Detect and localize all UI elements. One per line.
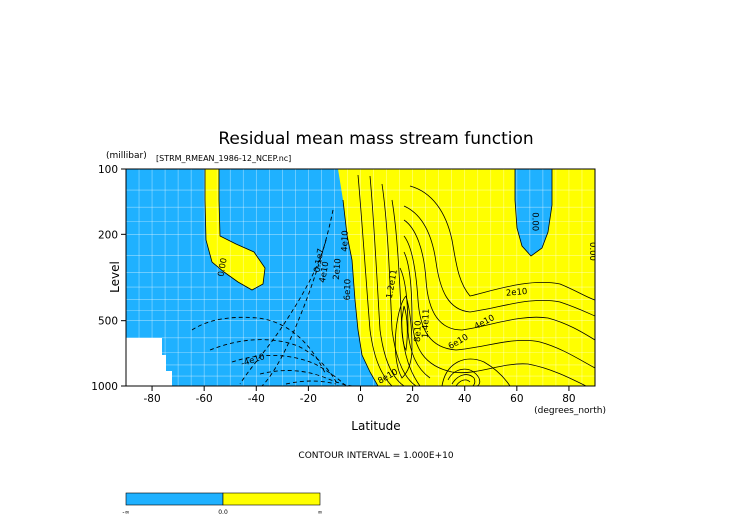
contour-line [204,169,266,291]
contour-line [403,219,595,341]
contour-line [441,358,511,386]
colorbar-positive [222,492,321,506]
contour-lines [191,169,595,386]
y-units-label: (millibar) [106,151,147,161]
colorbar-negative [125,492,224,506]
x-axis-label: Latitude [351,419,400,433]
y-tick-label: 200 [98,229,118,241]
grid-lines [126,169,595,386]
contour-line [369,175,405,386]
contour-line [239,239,327,385]
chart-title: Residual mean mass stream function [218,129,533,149]
colorbar-label-min: -∞ [122,509,129,516]
contour-line [381,183,417,386]
contour-label: 0.00 [529,212,539,231]
x-tick-label: -20 [300,393,317,405]
contour-line [259,370,353,386]
contour-line [455,379,471,386]
contour-label: 2e10 [332,258,344,280]
colorbar-label-max: ∞ [318,509,323,516]
contour-line [357,174,393,386]
contour-line [409,185,595,301]
y-tick-label: 1000 [91,381,118,393]
contour-label: 0.1e7 [312,248,326,274]
contour-label: 4e10 [318,261,332,284]
contour-line [231,355,347,386]
contour-line [447,368,481,386]
y-axis-ticks: 100 200 500 1000 [91,164,126,393]
y-axis-label: Level [108,261,122,293]
contour-line [261,209,334,386]
contour-line [191,316,327,376]
contour-line [342,199,379,386]
contour-label: 8e10 [413,320,424,342]
contour-label: 1.4e11 [421,308,432,338]
contour-line [394,295,413,379]
contour-label: 0.00 [587,242,597,261]
colorbar-label-zero: 0.0 [218,509,228,516]
x-tick-label: -60 [196,393,213,405]
contour-label: 2e10 [506,287,528,299]
y-tick-label: 100 [98,164,118,176]
contour-line [514,169,553,257]
contour-label: 6e10 [343,279,354,301]
x-tick-label: 20 [406,393,419,405]
contour-line [401,305,408,352]
x-axis-ticks: -80 -60 -40 -20 0 20 40 60 80 [143,386,576,405]
x-tick-label: 0 [357,393,364,405]
x-tick-label: 40 [458,393,471,405]
x-tick-label: -40 [248,393,265,405]
dataset-subtitle: [STRM_RMEAN_1986-12_NCEP.nc] [156,154,291,163]
x-units-label: (degrees_north) [534,406,606,416]
x-tick-label: 60 [510,393,523,405]
contour-line [451,374,476,386]
contour-label: 0.00 [216,257,229,277]
contour-line [399,267,431,379]
contour-line [403,205,595,317]
colorbar: -∞ 0.0 ∞ [122,492,323,516]
x-tick-label: 80 [562,393,575,405]
x-tick-label: -80 [143,393,160,405]
contour-interval-note: CONTOUR INTERVAL = 1.000E+10 [298,451,453,461]
contour-line [403,235,595,369]
y-tick-label: 500 [98,316,118,328]
positive-region-upper-left [205,169,265,290]
contour-line [403,251,587,386]
missing-data-region [126,338,172,386]
contour-label: 4e10 [340,230,351,252]
